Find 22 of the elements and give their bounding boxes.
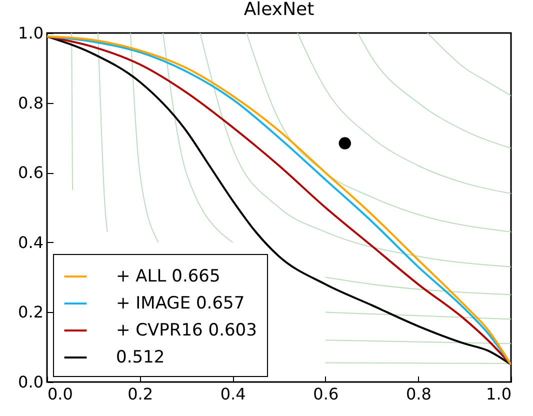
- legend-label: 0.512: [116, 348, 165, 368]
- legend-label: + ALL 0.665: [116, 266, 220, 286]
- line-series: [297, 33, 511, 194]
- x-tick-label: 0.8: [406, 384, 432, 404]
- line-series: [200, 33, 511, 268]
- line-series: [426, 33, 511, 96]
- legend-label: + CVPR16 0.603: [116, 320, 257, 340]
- y-tick-label: 0.6: [18, 163, 44, 182]
- x-tick-label: 1.0: [486, 384, 512, 404]
- line-series: [246, 33, 511, 232]
- line-series: [357, 33, 511, 149]
- y-tick-label: 1.0: [18, 24, 44, 42]
- legend-label: + IMAGE 0.657: [116, 294, 245, 314]
- y-tick-label: 0.0: [18, 372, 44, 392]
- y-tick-label: 0.2: [18, 302, 44, 322]
- x-tick-label: 0.0: [48, 384, 73, 404]
- chart-title: AlexNet: [244, 0, 314, 20]
- x-tick-label: 0.2: [128, 384, 154, 404]
- x-tick-label: 0.6: [313, 384, 339, 404]
- y-tick-label: 0.8: [18, 93, 44, 112]
- y-tick-label: 0.4: [18, 232, 44, 252]
- x-tick-label: 0.4: [220, 384, 246, 404]
